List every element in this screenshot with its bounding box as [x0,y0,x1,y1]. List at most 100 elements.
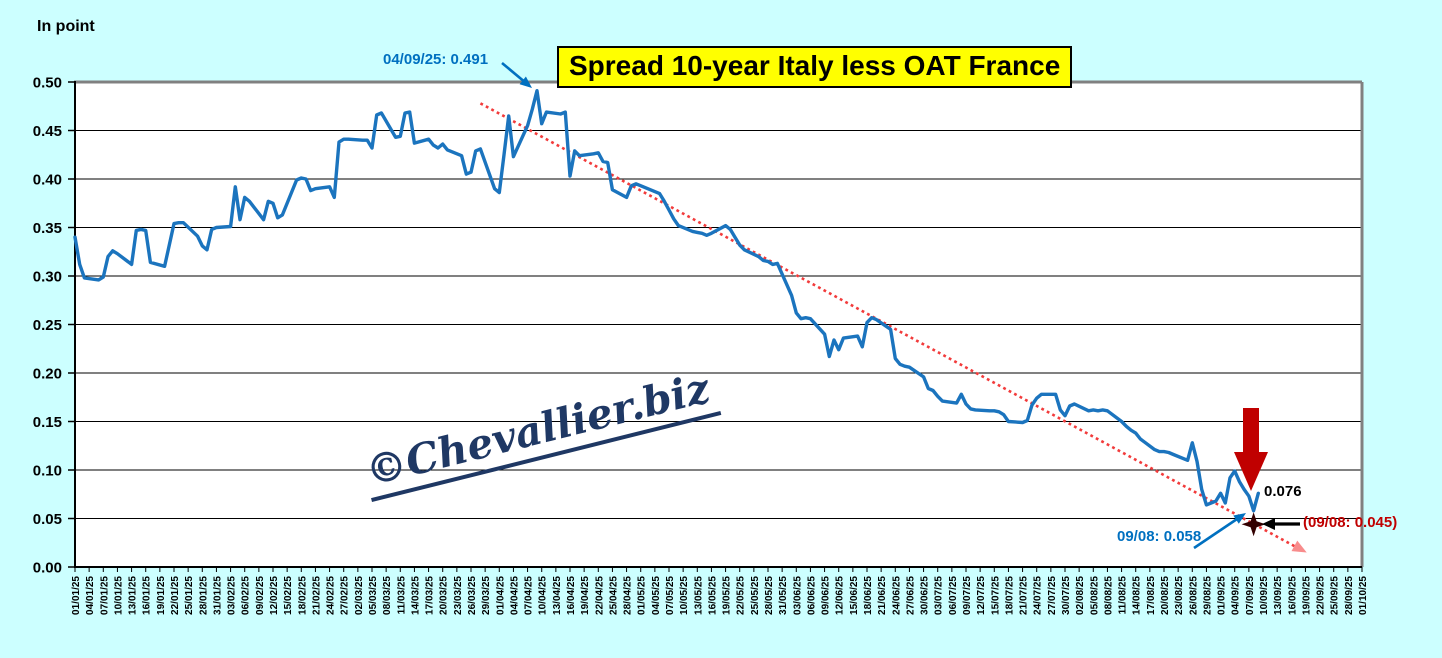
y-tick-label: 0.20 [33,366,62,383]
x-tick-label: 27/02/25 [340,576,351,615]
y-tick-label: 0.00 [33,560,62,577]
x-tick-label: 16/09/25 [1287,576,1298,615]
x-tick-label: 25/01/25 [184,576,195,615]
x-tick-label: 10/05/25 [679,576,690,615]
x-tick-label: 09/06/25 [821,576,832,615]
x-tick-label: 01/09/25 [1217,576,1228,615]
y-tick-label: 0.30 [33,269,62,286]
x-tick-label: 04/01/25 [85,576,96,615]
y-tick-label: 0.10 [33,463,62,480]
x-tick-label: 24/02/25 [326,576,337,615]
y-axis-caption: In point [37,18,95,35]
x-tick-marks [74,567,1363,572]
x-tick-label: 08/03/25 [382,576,393,615]
x-tick-label: 12/02/25 [269,576,280,615]
y-tick-label: 0.40 [33,172,62,189]
x-tick-label: 24/06/25 [891,576,902,615]
x-tick-label: 19/05/25 [722,576,733,615]
x-tick-label: 04/05/25 [651,576,662,615]
x-tick-label: 18/02/25 [297,576,308,615]
x-tick-label: 04/04/25 [509,576,520,615]
x-tick-label: 08/08/25 [1103,576,1114,615]
x-tick-label: 26/03/25 [467,576,478,615]
x-tick-label: 18/07/25 [1004,576,1015,615]
x-tick-label: 03/07/25 [934,576,945,615]
x-tick-label: 07/05/25 [665,576,676,615]
x-tick-label: 23/08/25 [1174,576,1185,615]
x-tick-label: 16/01/25 [142,576,153,615]
y-tick-label: 0.45 [33,123,62,140]
x-tick-label: 19/09/25 [1301,576,1312,615]
peak-annotation: 04/09/25: 0.491 [383,51,489,68]
x-tick-label: 10/09/25 [1259,576,1270,615]
x-tick-label: 16/05/25 [707,576,718,615]
x-tick-label: 14/08/25 [1132,576,1143,615]
x-tick-label: 17/08/25 [1146,576,1157,615]
x-tick-label: 19/01/25 [156,576,167,615]
series-line [73,88,1261,513]
x-tick-label: 01/10/25 [1358,576,1369,615]
x-tick-label: 07/04/25 [524,576,535,615]
x-tick-label: 09/02/25 [255,576,266,615]
x-tick-label: 28/01/25 [198,576,209,615]
x-tick-label: 13/01/25 [128,576,139,615]
x-tick-label: 04/09/25 [1231,576,1242,615]
x-tick-label: 01/01/25 [71,576,82,615]
x-tick-label: 18/06/25 [863,576,874,615]
x-tick-label: 25/04/25 [608,576,619,615]
x-tick-label: 06/02/25 [241,576,252,615]
x-tick-label: 22/04/25 [594,576,605,615]
x-tick-label: 03/02/25 [227,576,238,615]
x-tick-label: 02/08/25 [1075,576,1086,615]
x-tick-label: 14/03/25 [410,576,421,615]
trend-callout-arrow [1262,518,1300,530]
down-block-arrow [1234,408,1268,491]
x-tick-label: 22/05/25 [736,576,747,615]
plus-marker [1241,512,1266,537]
x-tick-label: 26/08/25 [1188,576,1199,615]
trendline [479,102,1302,551]
x-tick-label: 28/05/25 [764,576,775,615]
x-tick-label: 15/07/25 [990,576,1001,615]
x-tick-label: 13/09/25 [1273,576,1284,615]
x-tick-label: 02/03/25 [354,576,365,615]
x-tick-label: 21/02/25 [311,576,322,615]
x-tick-label: 22/01/25 [170,576,181,615]
low-callout-arrow [1193,513,1246,550]
x-tick-label: 06/06/25 [806,576,817,615]
last-value-annotation: 0.076 [1264,483,1302,500]
x-tick-label: 21/07/25 [1019,576,1030,615]
y-tick-label: 0.35 [33,220,62,237]
x-tick-label: 09/07/25 [962,576,973,615]
x-tick-label: 13/05/25 [693,576,704,615]
x-tick-label: 03/06/25 [792,576,803,615]
x-tick-label: 10/04/25 [538,576,549,615]
x-tick-label: 22/09/25 [1316,576,1327,615]
x-tick-label: 29/08/25 [1202,576,1213,615]
x-tick-label: 19/04/25 [580,576,591,615]
x-tick-label: 15/06/25 [849,576,860,615]
x-tick-label: 13/04/25 [552,576,563,615]
x-tick-label: 30/07/25 [1061,576,1072,615]
x-tick-label: 30/06/25 [920,576,931,615]
x-tick-label: 20/03/25 [439,576,450,615]
x-tick-label: 21/06/25 [877,576,888,615]
x-tick-labels: 01/01/25 04/01/25 07/01/25 10/01/25 13/01/25… [71,576,1369,615]
x-tick-label: 20/08/25 [1160,576,1171,615]
x-tick-label: 12/07/25 [976,576,987,615]
low-value-annotation: 09/08: 0.058 [1117,528,1202,545]
y-tick-label: 0.25 [33,317,62,334]
x-tick-label: 17/03/25 [425,576,436,615]
y-tick-label: 0.50 [33,75,62,92]
x-tick-label: 06/07/25 [948,576,959,615]
y-tick-label: 0.05 [33,511,62,528]
x-tick-label: 01/05/25 [637,576,648,615]
x-tick-label: 25/05/25 [750,576,761,615]
x-tick-label: 24/07/25 [1033,576,1044,615]
x-tick-label: 31/05/25 [778,576,789,615]
x-tick-label: 11/03/25 [396,576,407,615]
x-tick-label: 23/03/25 [453,576,464,615]
x-tick-label: 28/04/25 [623,576,634,615]
